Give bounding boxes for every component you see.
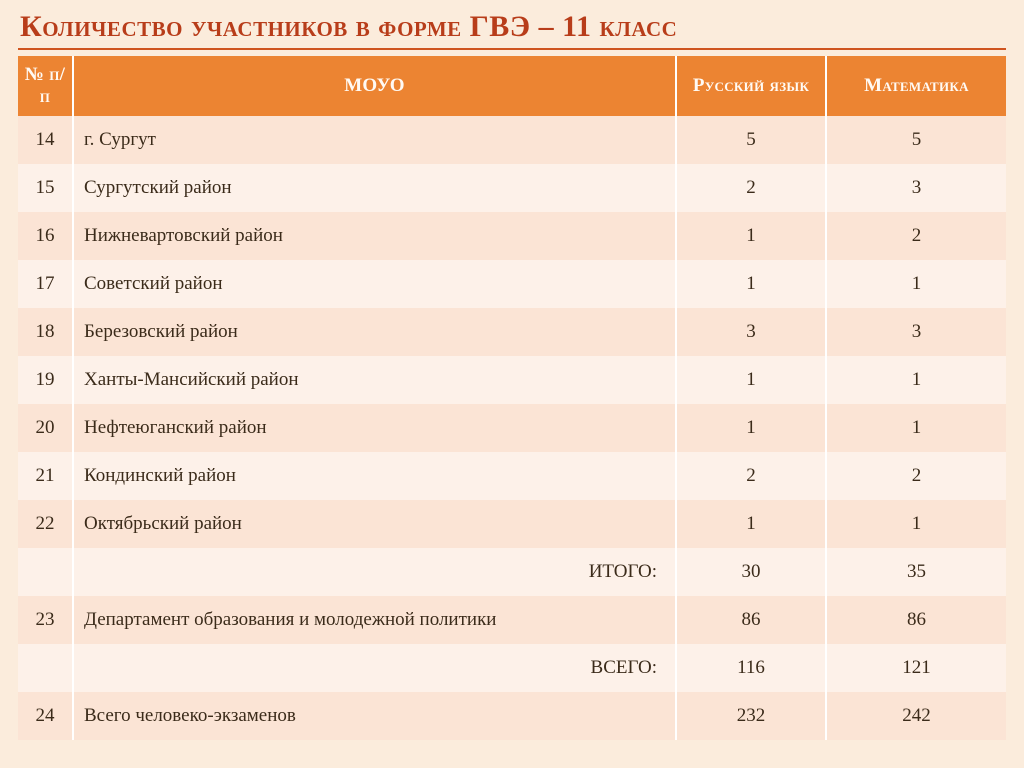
cell-name: Ханты-Мансийский район <box>73 356 676 404</box>
cell-name: Сургутский район <box>73 164 676 212</box>
col-num: № п/п <box>18 56 73 116</box>
cell-rus: 1 <box>676 356 826 404</box>
col-rus: Русский язык <box>676 56 826 116</box>
cell-rus: 3 <box>676 308 826 356</box>
table-header-row: № п/п МОУО Русский язык Математика <box>18 56 1006 116</box>
col-name: МОУО <box>73 56 676 116</box>
cell-name: г. Сургут <box>73 116 676 164</box>
cell-math: 86 <box>826 596 1006 644</box>
cell-math: 1 <box>826 500 1006 548</box>
cell-num: 18 <box>18 308 73 356</box>
cell-name: Департамент образования и молодежной пол… <box>73 596 676 644</box>
cell-math: 2 <box>826 212 1006 260</box>
cell-num: 17 <box>18 260 73 308</box>
cell-rus: 1 <box>676 404 826 452</box>
cell-num: 15 <box>18 164 73 212</box>
table-body: 14г. Сургут55 15Сургутский район23 16Ниж… <box>18 116 1006 740</box>
cell-math: 242 <box>826 692 1006 740</box>
table-row: 18Березовский район33 <box>18 308 1006 356</box>
subtotal-row: ИТОГО: 30 35 <box>18 548 1006 596</box>
total-row: ВСЕГО: 116 121 <box>18 644 1006 692</box>
subtotal-math: 35 <box>826 548 1006 596</box>
cell-num: 20 <box>18 404 73 452</box>
table-row: 19Ханты-Мансийский район11 <box>18 356 1006 404</box>
cell-rus: 86 <box>676 596 826 644</box>
cell-name: Кондинский район <box>73 452 676 500</box>
cell-name: Октябрьский район <box>73 500 676 548</box>
exams-row: 24 Всего человеко-экзаменов 232 242 <box>18 692 1006 740</box>
cell-rus: 1 <box>676 500 826 548</box>
cell-empty <box>18 548 73 596</box>
table-row: 21Кондинский район22 <box>18 452 1006 500</box>
total-label: ВСЕГО: <box>73 644 676 692</box>
cell-num: 16 <box>18 212 73 260</box>
cell-name: Нижневартовский район <box>73 212 676 260</box>
table-row: 17Советский район11 <box>18 260 1006 308</box>
table-row: 15Сургутский район23 <box>18 164 1006 212</box>
cell-rus: 1 <box>676 260 826 308</box>
table-row: 22Октябрьский район11 <box>18 500 1006 548</box>
cell-rus: 1 <box>676 212 826 260</box>
slide: Количество участников в форме ГВЭ – 11 к… <box>0 0 1024 768</box>
cell-num: 23 <box>18 596 73 644</box>
subtotal-rus: 30 <box>676 548 826 596</box>
total-rus: 116 <box>676 644 826 692</box>
cell-name: Советский район <box>73 260 676 308</box>
cell-rus: 2 <box>676 164 826 212</box>
table-row: 20Нефтеюганский район11 <box>18 404 1006 452</box>
cell-math: 2 <box>826 452 1006 500</box>
table-row: 14г. Сургут55 <box>18 116 1006 164</box>
cell-name: Всего человеко-экзаменов <box>73 692 676 740</box>
table-row: 16Нижневартовский район12 <box>18 212 1006 260</box>
cell-math: 1 <box>826 356 1006 404</box>
cell-math: 3 <box>826 164 1006 212</box>
cell-rus: 2 <box>676 452 826 500</box>
cell-num: 19 <box>18 356 73 404</box>
cell-num: 21 <box>18 452 73 500</box>
dept-row: 23 Департамент образования и молодежной … <box>18 596 1006 644</box>
cell-math: 1 <box>826 260 1006 308</box>
subtotal-label: ИТОГО: <box>73 548 676 596</box>
cell-math: 1 <box>826 404 1006 452</box>
total-math: 121 <box>826 644 1006 692</box>
cell-name: Нефтеюганский район <box>73 404 676 452</box>
cell-num: 24 <box>18 692 73 740</box>
cell-math: 3 <box>826 308 1006 356</box>
cell-empty <box>18 644 73 692</box>
page-title: Количество участников в форме ГВЭ – 11 к… <box>18 10 1006 50</box>
cell-num: 22 <box>18 500 73 548</box>
cell-name: Березовский район <box>73 308 676 356</box>
col-math: Математика <box>826 56 1006 116</box>
cell-rus: 5 <box>676 116 826 164</box>
cell-math: 5 <box>826 116 1006 164</box>
participants-table: № п/п МОУО Русский язык Математика 14г. … <box>18 56 1006 740</box>
cell-num: 14 <box>18 116 73 164</box>
cell-rus: 232 <box>676 692 826 740</box>
